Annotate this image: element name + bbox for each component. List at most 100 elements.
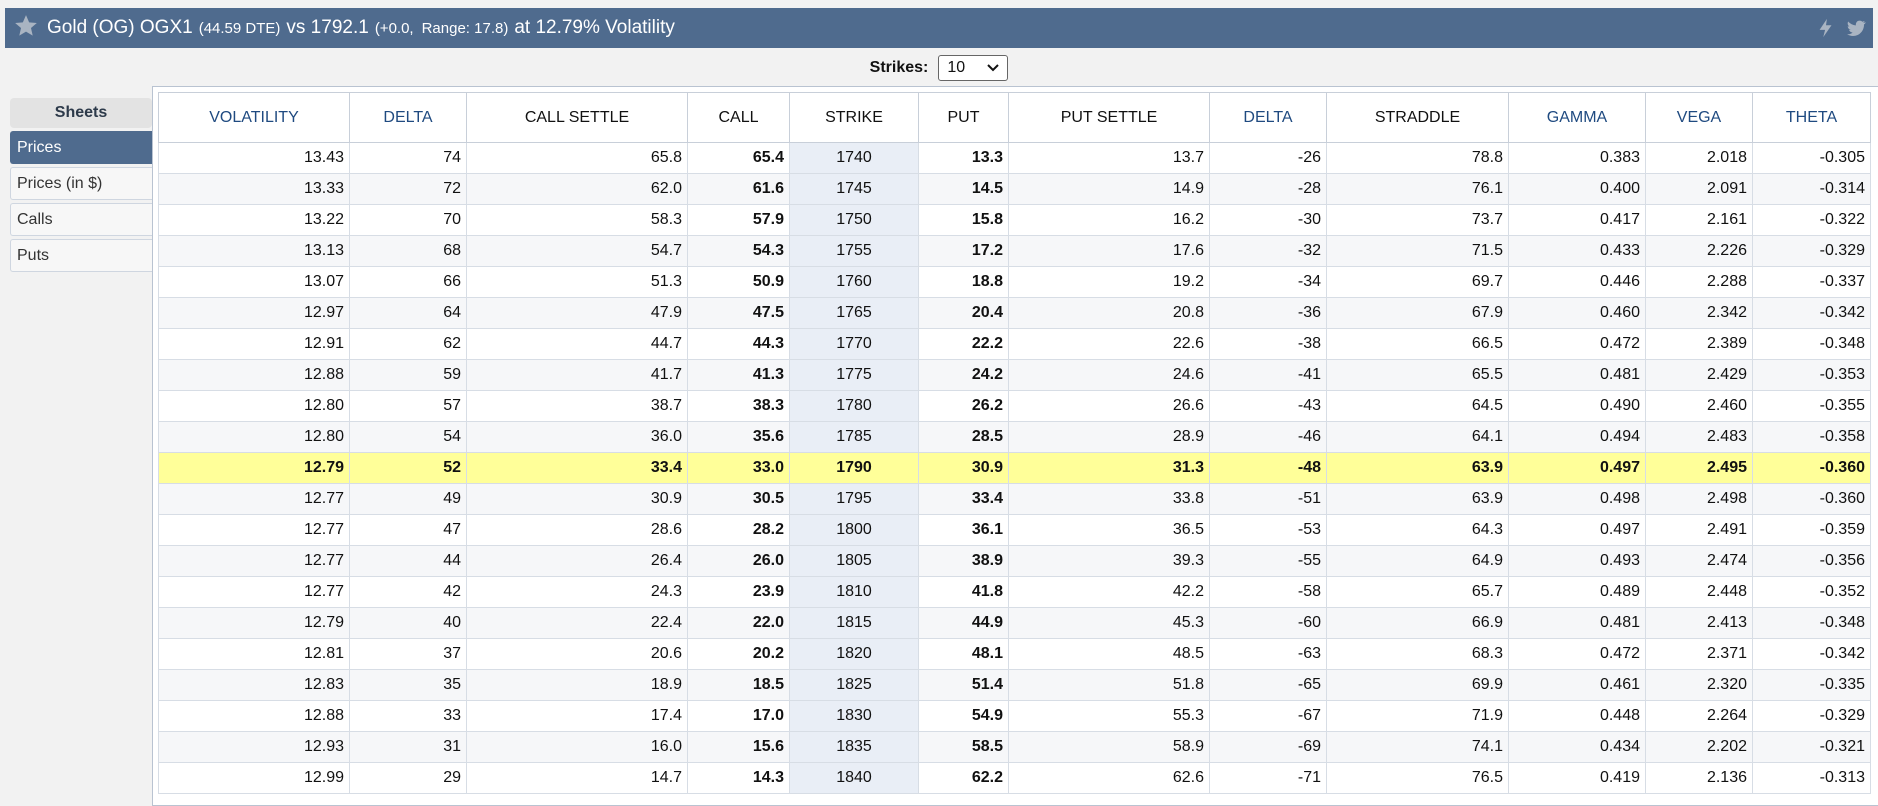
cell-delta: -51 <box>1209 483 1327 515</box>
cell-put: 15.8 <box>918 204 1009 236</box>
cell-gamma: 0.490 <box>1508 390 1646 422</box>
strikes-value: 10 <box>947 59 966 76</box>
cell-delta: -36 <box>1209 297 1327 329</box>
cell-strike: 1750 <box>789 204 919 236</box>
cell-vega: 2.483 <box>1645 421 1753 453</box>
cell-straddle: 69.9 <box>1326 669 1509 701</box>
chevron-down-icon <box>987 64 1000 72</box>
cell-put-settle: 19.2 <box>1008 266 1210 298</box>
cell-theta: -0.305 <box>1752 142 1871 174</box>
cell-put-settle: 31.3 <box>1008 452 1210 484</box>
cell-vega: 2.264 <box>1645 700 1753 732</box>
cell-call: 38.3 <box>687 390 790 422</box>
cell-straddle: 66.9 <box>1326 607 1509 639</box>
cell-strike: 1760 <box>789 266 919 298</box>
cell-theta: -0.342 <box>1752 297 1871 329</box>
cell-straddle: 71.9 <box>1326 700 1509 732</box>
cell-call: 41.3 <box>687 359 790 391</box>
flash-icon[interactable] <box>1815 17 1837 44</box>
column-header-straddle[interactable]: STRADDLE <box>1326 92 1509 143</box>
cell-call: 65.4 <box>687 142 790 174</box>
cell-put: 36.1 <box>918 514 1009 546</box>
table-row: 13.07 66 51.3 50.9 1760 18.8 19.2 -34 69.7 0.446 2… <box>158 266 1871 298</box>
cell-delta: 52 <box>349 452 467 484</box>
table-row: 12.77 44 26.4 26.0 1805 38.9 39.3 -55 64.9 0.493 2… <box>158 545 1871 577</box>
cell-vega: 2.498 <box>1645 483 1753 515</box>
cell-call-settle: 24.3 <box>466 576 688 608</box>
table-row: 12.77 49 30.9 30.5 1795 33.4 33.8 -51 63.9 0.498 2… <box>158 483 1871 515</box>
cell-put-settle: 13.7 <box>1008 142 1210 174</box>
strikes-select[interactable]: 10 <box>938 55 1009 81</box>
column-header-call[interactable]: CALL <box>687 92 790 143</box>
cell-delta: -53 <box>1209 514 1327 546</box>
column-header-delta[interactable]: DELTA <box>349 92 467 143</box>
cell-delta: -55 <box>1209 545 1327 577</box>
cell-delta: 44 <box>349 545 467 577</box>
column-header-delta[interactable]: DELTA <box>1209 92 1327 143</box>
cell-call: 30.5 <box>687 483 790 515</box>
column-header-call-settle[interactable]: CALL SETTLE <box>466 92 688 143</box>
cell-gamma: 0.446 <box>1508 266 1646 298</box>
cell-call: 15.6 <box>687 731 790 763</box>
cell-volatility: 13.07 <box>158 266 350 298</box>
sheet-item-prices-in[interactable]: Prices (in $) <box>10 167 152 200</box>
cell-gamma: 0.498 <box>1508 483 1646 515</box>
cell-theta: -0.360 <box>1752 483 1871 515</box>
cell-call-settle: 14.7 <box>466 762 688 794</box>
options-table-container: VOLATILITY DELTA CALL SETTLE CALL STRIKE PUT P… <box>152 86 1878 806</box>
table-row: 12.88 33 17.4 17.0 1830 54.9 55.3 -67 71.9 0.448 2… <box>158 700 1871 732</box>
cell-call: 28.2 <box>687 514 790 546</box>
table-row: 12.77 47 28.6 28.2 1800 36.1 36.5 -53 64.3 0.497 2… <box>158 514 1871 546</box>
cell-put: 13.3 <box>918 142 1009 174</box>
cell-volatility: 13.33 <box>158 173 350 205</box>
column-header-vega[interactable]: VEGA <box>1645 92 1753 143</box>
cell-call-settle: 65.8 <box>466 142 688 174</box>
cell-volatility: 13.13 <box>158 235 350 267</box>
cell-volatility: 12.80 <box>158 390 350 422</box>
cell-put-settle: 24.6 <box>1008 359 1210 391</box>
cell-delta: 74 <box>349 142 467 174</box>
cell-put: 54.9 <box>918 700 1009 732</box>
star-icon[interactable] <box>5 13 47 44</box>
cell-call-settle: 54.7 <box>466 235 688 267</box>
cell-gamma: 0.497 <box>1508 452 1646 484</box>
cell-put-settle: 20.8 <box>1008 297 1210 329</box>
sheets-panel: Sheets Prices Prices (in $) Calls Puts <box>10 98 152 272</box>
cell-strike: 1825 <box>789 669 919 701</box>
cell-put-settle: 58.9 <box>1008 731 1210 763</box>
cell-delta: 68 <box>349 235 467 267</box>
cell-strike: 1800 <box>789 514 919 546</box>
cell-delta: 49 <box>349 483 467 515</box>
title-dte: (44.59 DTE) <box>198 19 281 37</box>
cell-call-settle: 58.3 <box>466 204 688 236</box>
cell-delta: -41 <box>1209 359 1327 391</box>
cell-gamma: 0.460 <box>1508 297 1646 329</box>
cell-straddle: 64.1 <box>1326 421 1509 453</box>
cell-put: 41.8 <box>918 576 1009 608</box>
table-row: 12.99 29 14.7 14.3 1840 62.2 62.6 -71 76.5 0.419 2… <box>158 762 1871 794</box>
cell-vega: 2.342 <box>1645 297 1753 329</box>
cell-put: 20.4 <box>918 297 1009 329</box>
column-header-gamma[interactable]: GAMMA <box>1508 92 1646 143</box>
column-header-theta[interactable]: THETA <box>1752 92 1871 143</box>
sheet-item-puts[interactable]: Puts <box>10 239 152 272</box>
cell-call-settle: 36.0 <box>466 421 688 453</box>
cell-gamma: 0.400 <box>1508 173 1646 205</box>
cell-straddle: 78.8 <box>1326 142 1509 174</box>
cell-delta: -71 <box>1209 762 1327 794</box>
sheet-item-prices[interactable]: Prices <box>10 131 152 164</box>
cell-strike: 1810 <box>789 576 919 608</box>
cell-gamma: 0.383 <box>1508 142 1646 174</box>
cell-theta: -0.335 <box>1752 669 1871 701</box>
cell-put: 33.4 <box>918 483 1009 515</box>
column-header-volatility[interactable]: VOLATILITY <box>158 92 350 143</box>
cell-volatility: 12.79 <box>158 452 350 484</box>
column-header-put-settle[interactable]: PUT SETTLE <box>1008 92 1210 143</box>
cell-strike: 1840 <box>789 762 919 794</box>
column-header-put[interactable]: PUT <box>918 92 1009 143</box>
sheet-item-calls[interactable]: Calls <box>10 203 152 236</box>
column-header-strike[interactable]: STRIKE <box>789 92 919 143</box>
cell-theta: -0.321 <box>1752 731 1871 763</box>
cell-vega: 2.429 <box>1645 359 1753 391</box>
twitter-icon[interactable] <box>1845 17 1867 44</box>
